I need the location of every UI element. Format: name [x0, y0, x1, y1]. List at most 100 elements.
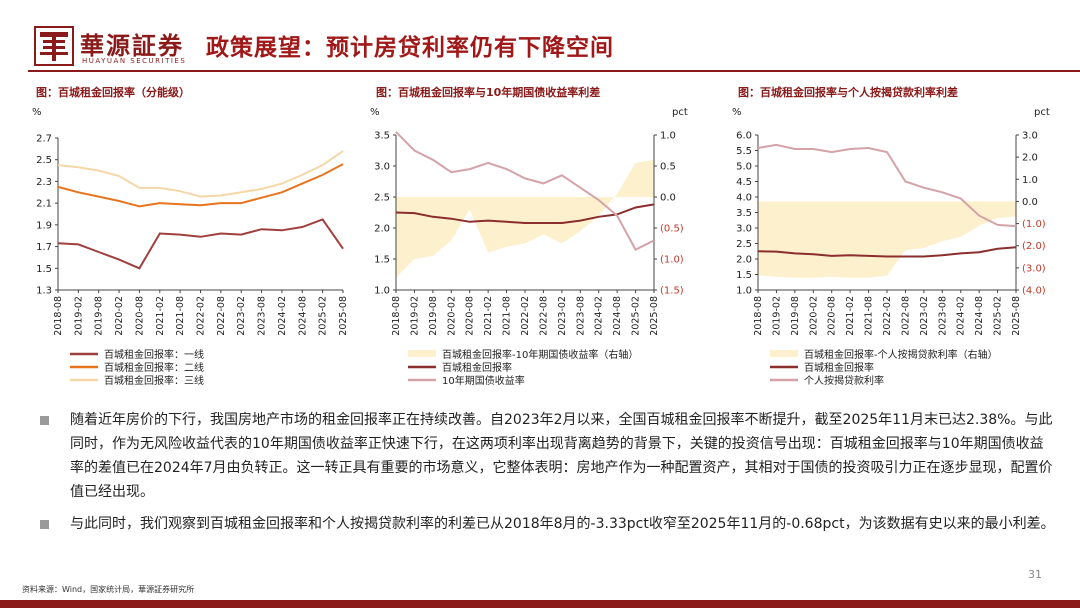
- y-tick-label: 3.5: [736, 208, 752, 219]
- bullet-item: 随着近年房价的下行，我国房地产市场的租金回报率正在持续改善。自2023年2月以来…: [36, 408, 1056, 504]
- y-tick-label: 1.7: [36, 242, 52, 253]
- chart-rent-vs-bond-spread: % pct 1.0 1.5 2.0 2.5 3.0 3.5 (1.5) (1.0) (0.5) 0.0…: [370, 107, 688, 387]
- x-tick-label: 2021-02: [845, 296, 856, 336]
- bullet-list: 随着近年房价的下行，我国房地产市场的租金回报率正在持续改善。自2023年2月以来…: [36, 408, 1056, 544]
- x-tick-label: 2023-02: [557, 296, 568, 336]
- y-tick-label: 1.0: [374, 286, 390, 297]
- x-tick-label: 2024-02: [594, 296, 605, 336]
- series-line: [57, 163, 344, 208]
- x-tick-label: 2018-08: [391, 296, 402, 336]
- y-right-tick-label: (1.0): [1022, 219, 1046, 230]
- y-tick-label: 2.7: [36, 134, 52, 145]
- y-tick-label: 4.0: [736, 193, 752, 204]
- y-tick-label: 2.5: [36, 155, 52, 166]
- legend-label: 百城租金回报率: [442, 361, 512, 374]
- y-tick-label: 1.9: [36, 220, 52, 231]
- y-right-tick-label: 0.0: [660, 193, 676, 204]
- series-line: [57, 150, 344, 198]
- y-axis-right-unit: pct: [1034, 107, 1050, 118]
- x-tick-label: 2019-02: [771, 296, 782, 336]
- y-axis-unit: %: [370, 107, 380, 118]
- x-tick-label: 2023-02: [236, 296, 247, 336]
- x-tick-label: 2022-02: [520, 296, 531, 336]
- x-tick-label: 2024-02: [956, 296, 967, 336]
- y-tick-label: 3.0: [736, 224, 752, 235]
- x-tick-label: 2022-08: [216, 296, 227, 336]
- x-tick-label: 2020-02: [446, 296, 457, 336]
- bullet-item: 与此同时，我们观察到百城租金回报率和个人按揭贷款利率的利差已从2018年8月的-…: [36, 512, 1056, 536]
- y-right-tick-label: (1.0): [660, 255, 684, 266]
- x-tick-label: 2020-02: [808, 296, 819, 336]
- x-tick-label: 2018-08: [753, 296, 764, 336]
- x-tick-label: 2025-02: [993, 296, 1004, 336]
- company-logo: [34, 26, 74, 66]
- brand-name-en: HUAYUAN SECURITIES: [82, 57, 187, 65]
- chart-left-title: 图：百城租金回报率（分能级）: [36, 86, 190, 99]
- x-tick-label: 2024-08: [974, 296, 985, 336]
- x-tick-label: 2020-08: [827, 296, 838, 336]
- legend-label: 百城租金回报率：二线: [104, 361, 204, 374]
- y-right-tick-label: (4.0): [1022, 286, 1046, 297]
- x-tick-label: 2022-08: [900, 296, 911, 336]
- x-tick-label: 2023-08: [937, 296, 948, 336]
- x-tick-label: 2020-08: [134, 296, 145, 336]
- y-axis-right-unit: pct: [672, 107, 688, 118]
- y-right-tick-label: 0.0: [1022, 197, 1038, 208]
- legend-label: 10年期国债收益率: [442, 374, 525, 387]
- series-line: [395, 131, 655, 252]
- x-tick-label: 2025-08: [649, 296, 660, 336]
- x-tick-label: 2019-08: [428, 296, 439, 336]
- y-tick-label: 2.3: [36, 177, 52, 188]
- y-right-tick-label: (3.0): [1022, 263, 1046, 274]
- x-tick-label: 2022-08: [538, 296, 549, 336]
- legend-label: 百城租金回报率：三线: [104, 374, 204, 387]
- page-number: 31: [1028, 568, 1042, 581]
- series-line: [757, 246, 1017, 258]
- y-right-tick-label: (1.5): [660, 286, 684, 297]
- x-tick-label: 2024-08: [297, 296, 308, 336]
- x-tick-label: 2019-02: [73, 296, 84, 336]
- y-right-tick-label: 3.0: [1022, 131, 1038, 142]
- y-tick-label: 1.5: [736, 270, 752, 281]
- y-right-tick-label: 1.0: [660, 131, 676, 142]
- x-tick-label: 2020-02: [114, 296, 125, 336]
- x-tick-label: 2019-02: [409, 296, 420, 336]
- y-right-tick-label: 2.0: [1022, 153, 1038, 164]
- legend-label: 百城租金回报率：一线: [104, 348, 204, 361]
- y-tick-label: 1.5: [374, 255, 390, 266]
- y-tick-label: 2.1: [36, 199, 52, 210]
- y-right-tick-label: (0.5): [660, 224, 684, 235]
- y-tick-label: 4.5: [736, 177, 752, 188]
- y-tick-label: 3.5: [374, 131, 390, 142]
- series-area-spread: [396, 159, 654, 278]
- y-tick-label: 2.0: [736, 255, 752, 266]
- chart-rent-yield-by-tier: % 1.3 1.5 1.7 1.9 2.1 2.3 2.5 2.7 2018-08 2019-02 2…: [32, 107, 349, 387]
- footer-bar: [0, 600, 1080, 608]
- y-axis-unit: %: [32, 107, 42, 118]
- series-area-spread: [758, 201, 1016, 278]
- series-line: [395, 203, 655, 224]
- x-tick-label: 2023-08: [257, 296, 268, 336]
- legend-label: 百城租金回报率-10年期国债收益率（右轴）: [442, 348, 638, 361]
- x-tick-label: 2022-02: [196, 296, 207, 336]
- x-tick-label: 2025-08: [1011, 296, 1022, 336]
- y-tick-label: 5.5: [736, 146, 752, 157]
- legend-label: 百城租金回报率-个人按揭贷款利率（右轴）: [804, 348, 998, 361]
- y-right-tick-label: (2.0): [1022, 241, 1046, 252]
- y-right-tick-label: 1.0: [1022, 175, 1038, 186]
- legend-label: 百城租金回报率: [804, 361, 874, 374]
- y-tick-label: 1.5: [36, 264, 52, 275]
- bullet-square-icon: [40, 520, 49, 529]
- y-tick-label: 3.0: [374, 162, 390, 173]
- x-tick-label: 2021-02: [155, 296, 166, 336]
- x-tick-label: 2018-08: [53, 296, 64, 336]
- x-tick-label: 2023-08: [575, 296, 586, 336]
- x-tick-label: 2025-02: [318, 296, 329, 336]
- header-divider: [28, 70, 1080, 72]
- x-tick-label: 2024-08: [612, 296, 623, 336]
- chart-mid-title: 图：百城租金回报率与10年期国债收益率利差: [376, 86, 601, 99]
- y-tick-label: 1.3: [36, 286, 52, 297]
- chart-rent-vs-mortgage-spread: % pct 1.0 1.5 2.0 2.5 3.0 3.5 4.0 4.5 5.0 5.5 6.0 (4.…: [732, 107, 1050, 387]
- x-tick-label: 2024-02: [277, 296, 288, 336]
- bullet-text: 随着近年房价的下行，我国房地产市场的租金回报率正在持续改善。自2023年2月以来…: [70, 412, 1053, 500]
